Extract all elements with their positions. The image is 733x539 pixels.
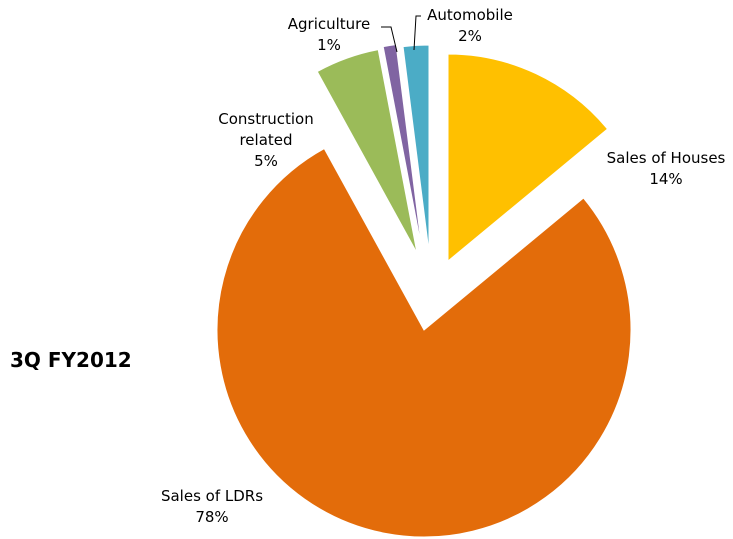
slice-label-sales-of-ldrs: Sales of LDRs (161, 487, 263, 505)
slice-percent-agriculture: 1% (317, 36, 341, 54)
slice-label-agriculture: Agriculture (288, 15, 371, 33)
pie-slice-construction-related (316, 49, 418, 254)
pie-slice-automobile (402, 44, 430, 253)
pie-slice-sales-of-ldrs (216, 147, 632, 538)
pie-slices (216, 44, 632, 538)
leader-line-agriculture (381, 26, 398, 53)
slice-percent-automobile: 2% (458, 27, 482, 45)
slice-label-sales-of-houses: Sales of Houses (607, 149, 726, 167)
slice-label-construction-related-line1: Construction (218, 110, 314, 128)
pie-slice-sales-of-houses (447, 53, 609, 263)
slice-label-automobile: Automobile (427, 6, 513, 24)
slice-percent-construction-related: 5% (254, 152, 278, 170)
slice-percent-sales-of-houses: 14% (649, 170, 682, 188)
slice-label-construction-related-line2: related (239, 131, 292, 149)
pie-slice-agriculture (382, 44, 423, 251)
leader-line-automobile (413, 15, 421, 51)
chart-title: 3Q FY2012 (10, 348, 132, 372)
leader-lines (381, 15, 421, 53)
slice-percent-sales-of-ldrs: 78% (195, 508, 228, 526)
